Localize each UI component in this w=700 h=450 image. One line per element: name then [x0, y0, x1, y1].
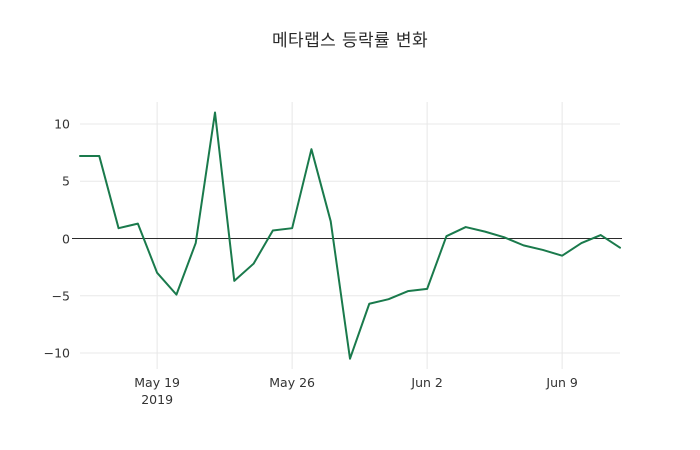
- chart-title: 메타랩스 등락률 변화: [272, 31, 428, 51]
- gridlines: [80, 102, 620, 369]
- y-tick-label: 5: [62, 173, 70, 189]
- x-tick-label-primary: May 26: [269, 375, 316, 390]
- x-tick-label: May 19 2019: [134, 375, 180, 409]
- y-tick-label: −10: [43, 345, 70, 361]
- x-tick-label-primary: May 19: [134, 375, 181, 390]
- x-tick-label: Jun 9: [546, 375, 577, 392]
- x-tick-label-primary: Jun 9: [546, 375, 578, 390]
- x-tick-label: May 26: [269, 375, 315, 392]
- y-tick-label: −5: [51, 288, 70, 304]
- x-tick-label-primary: Jun 2: [411, 375, 443, 390]
- y-tick-label: 10: [54, 116, 70, 132]
- y-tick-label: 0: [62, 231, 70, 246]
- x-tick-label: Jun 2: [411, 375, 442, 392]
- x-tick-label-year: 2019: [141, 391, 174, 407]
- data-line-series: [79, 111, 621, 360]
